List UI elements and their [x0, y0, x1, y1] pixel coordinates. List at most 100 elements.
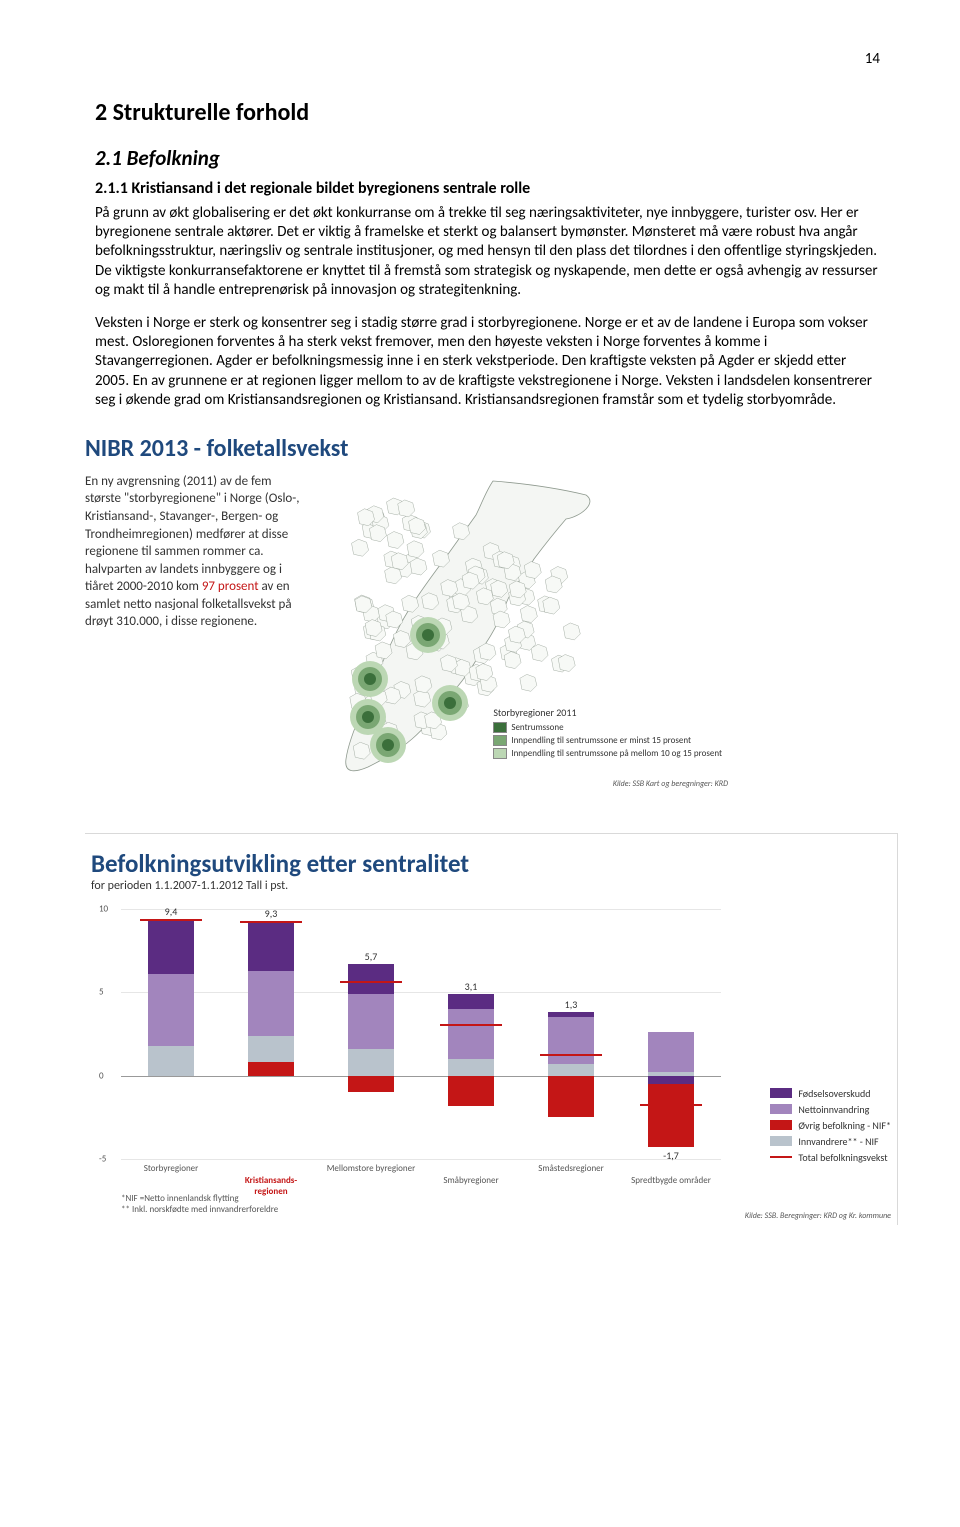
bar-stack-positive	[448, 994, 494, 1076]
map-legend-row: Innpendling til sentrumssone på mellom 1…	[493, 748, 722, 759]
total-marker	[640, 1104, 702, 1106]
bar-segment	[348, 1076, 394, 1093]
bar-stack-positive	[648, 1032, 694, 1075]
legend-swatch	[770, 1104, 792, 1114]
bar-container: 9,4Storbyregioner 9,3Kristiansands-region…	[121, 909, 721, 1159]
norway-map: Storbyregioner 2011SentrumssoneInnpendli…	[318, 473, 618, 783]
category-label: Spredtbygde områder	[621, 1175, 721, 1186]
chart-plot-area: -505109,4Storbyregioner9,3Kristiansands-…	[121, 909, 721, 1159]
heading-1: 2 Strukturelle forhold	[95, 98, 880, 127]
bar-value-label: 1,3	[542, 998, 600, 1011]
legend-swatch	[770, 1088, 792, 1098]
bar-segment	[248, 1036, 294, 1063]
bar-value-label: 9,3	[242, 907, 300, 920]
legend-label: Total befolkningsvekst	[798, 1151, 887, 1164]
legend-swatch	[770, 1136, 792, 1146]
bar-segment	[148, 1046, 194, 1076]
bar-segment	[248, 1062, 294, 1075]
category-label: Storbyregioner	[121, 1163, 221, 1174]
bar-segment	[548, 1064, 594, 1076]
nibr-intro: En ny avgrensning (2011) av de fem størs…	[85, 474, 300, 594]
bar-value-label: -1,7	[642, 1149, 700, 1162]
chart-title: Befolkningsutvikling etter sentralitet	[91, 848, 891, 879]
legend-row: Fødselsoverskudd	[770, 1087, 891, 1100]
bar-segment	[548, 1076, 594, 1118]
bar-segment	[648, 1084, 694, 1147]
bar-segment	[148, 919, 194, 974]
map-legend-row: Sentrumssone	[493, 722, 722, 733]
bar-stack-negative	[548, 1076, 594, 1118]
bar-segment	[248, 921, 294, 971]
nibr-highlight: 97 prosent	[202, 579, 259, 594]
legend-label: Innvandrere** - NIF	[798, 1135, 878, 1148]
bar-stack-positive	[248, 921, 294, 1076]
legend-label: Innpendling til sentrumssone på mellom 1…	[511, 748, 722, 759]
bar-segment	[348, 994, 394, 1049]
legend-swatch	[493, 748, 507, 759]
total-marker	[340, 981, 402, 983]
bar-segment	[148, 974, 194, 1046]
bar-value-label: 5,7	[342, 950, 400, 963]
legend-swatch	[493, 735, 507, 746]
legend-swatch	[770, 1156, 792, 1158]
map-legend-row: Innpendling til sentrumssone er minst 15…	[493, 735, 722, 746]
legend-swatch	[493, 722, 507, 733]
legend-row: Innvandrere** - NIF	[770, 1135, 891, 1148]
bar-segment	[448, 1076, 494, 1106]
legend-label: Fødselsoverskudd	[798, 1087, 870, 1100]
bar-group: 1,3Småstedsregioner	[542, 909, 600, 1159]
heading-2: 2.1 Befolkning	[95, 145, 880, 171]
nibr-text: En ny avgrensning (2011) av de fem størs…	[85, 473, 310, 631]
paragraph-2: Veksten i Norge er sterk og konsentrer s…	[95, 314, 880, 410]
heading-3: 2.1.1 Kristiansand i det regionale bilde…	[95, 179, 880, 198]
bar-segment	[548, 1017, 594, 1064]
ytick-label: 5	[99, 987, 104, 998]
bar-stack-positive	[148, 919, 194, 1076]
legend-label: Innpendling til sentrumssone er minst 15…	[511, 735, 691, 746]
legend-row: Nettoinnvandring	[770, 1103, 891, 1116]
total-marker	[540, 1054, 602, 1056]
bar-group: 5,7Mellomstore byregioner	[342, 909, 400, 1159]
bar-segment	[448, 994, 494, 1009]
gridline	[121, 1159, 721, 1160]
map-source: Kilde: SSB Kart og beregninger: KRD	[613, 779, 728, 789]
total-marker	[140, 919, 202, 921]
bar-segment	[648, 1032, 694, 1072]
legend-label: Øvrig befolkning - NIF*	[798, 1119, 891, 1132]
legend-row: Total befolkningsvekst	[770, 1151, 891, 1164]
map-legend-title: Storbyregioner 2011	[493, 706, 722, 719]
legend-row: Øvrig befolkning - NIF*	[770, 1119, 891, 1132]
chart-figure: Befolkningsutvikling etter sentralitet f…	[85, 833, 898, 1225]
bar-segment	[248, 971, 294, 1036]
chart-subtitle: for perioden 1.1.2007-1.1.2012 Tall i ps…	[91, 879, 891, 893]
bar-value-label: 9,4	[142, 905, 200, 918]
ytick-label: 0	[99, 1070, 104, 1081]
bar-group: 3,1Småbyregioner	[442, 909, 500, 1159]
legend-label: Sentrumssone	[511, 722, 563, 733]
bar-value-label: 3,1	[442, 980, 500, 993]
category-label: Småbyregioner	[421, 1175, 521, 1186]
total-marker	[240, 921, 302, 923]
bar-segment	[448, 1059, 494, 1076]
category-label: Småstedsregioner	[521, 1163, 621, 1174]
bar-group: 9,3Kristiansands-regionen	[242, 909, 300, 1159]
ytick-label: 10	[99, 903, 108, 914]
bar-group: 9,4Storbyregioner	[142, 909, 200, 1159]
bar-group: -1,7Spredtbygde områder	[642, 909, 700, 1159]
bar-stack-positive	[548, 1012, 594, 1075]
bar-stack-negative	[648, 1076, 694, 1148]
chart-legend: Fødselsoverskudd Nettoinnvandring Øvrig be…	[770, 1087, 891, 1167]
map-legend: Storbyregioner 2011 Sentrumssone Innpendli…	[487, 702, 728, 765]
chart-source: Kilde: SSB. Beregninger: KRD og Kr. komm…	[745, 1211, 891, 1221]
total-marker	[440, 1024, 502, 1026]
page-number: 14	[95, 50, 880, 68]
category-label: Kristiansands-regionen	[221, 1175, 321, 1197]
bar-segment	[448, 1009, 494, 1059]
nibr-title: NIBR 2013 - folketallsvekst	[85, 434, 880, 463]
bar-stack-negative	[348, 1076, 394, 1093]
nibr-figure: NIBR 2013 - folketallsvekst En ny avgren…	[85, 434, 880, 783]
paragraph-1: På grunn av økt globalisering er det økt…	[95, 204, 880, 300]
legend-label: Nettoinnvandring	[798, 1103, 869, 1116]
category-label: Mellomstore byregioner	[321, 1163, 421, 1174]
bar-segment	[348, 964, 394, 994]
